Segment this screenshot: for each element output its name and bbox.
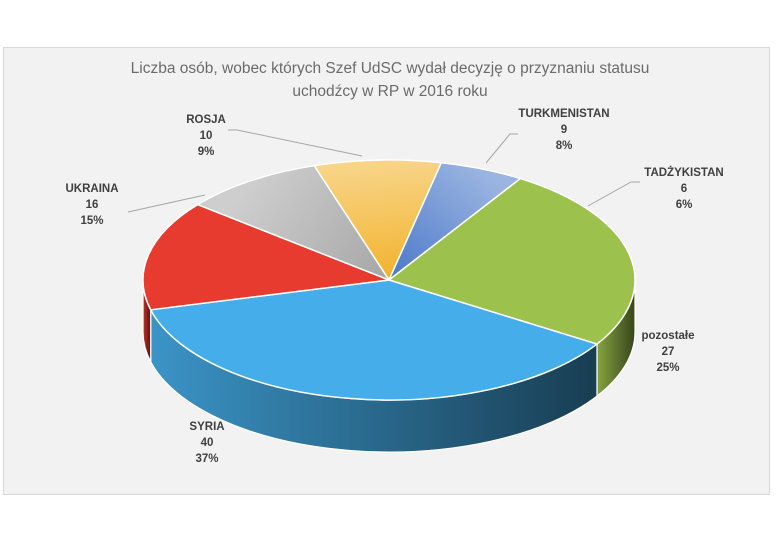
data-label-percent-syria: 37%	[195, 453, 218, 465]
pie-slice-pozostałe	[388, 177, 636, 345]
leader-line-tadżykistan	[587, 181, 640, 207]
chart-title-line-2: uchodźcy w RP w 2016 roku	[292, 83, 487, 100]
pie-slice-ukraina	[142, 203, 390, 311]
data-label-name-ukraina: UKRAINA	[65, 183, 118, 195]
data-label-name-rosja: ROSJA	[186, 114, 226, 126]
chart-title-line-1: Liczba osób, wobec których Szef UdSC wyd…	[131, 60, 650, 77]
data-labels: TURKMENISTAN 9 8% TADŻYKISTAN 6 6% pozostałe 27…	[65, 108, 723, 465]
data-label-value-label-syria: 40	[201, 437, 214, 449]
data-label-name-syria: SYRIA	[189, 421, 224, 433]
data-label-value-label-tadżykistan: 6	[681, 183, 687, 195]
data-label-name-turkmenistan: TURKMENISTAN	[518, 108, 609, 120]
data-label-percent-turkmenistan: 8%	[556, 140, 573, 152]
data-label-value-label-pozostałe: 27	[662, 346, 675, 358]
pie-tops	[142, 159, 636, 401]
data-label-percent-tadżykistan: 6%	[676, 199, 693, 211]
data-label-value-label-rosja: 10	[200, 130, 213, 142]
pie-slice-syria	[149, 279, 598, 401]
data-label-name-tadżykistan: TADŻYKISTAN	[644, 166, 723, 179]
pie-slice-turkmenistan	[313, 159, 443, 281]
data-label-name-pozostałe: pozostałe	[641, 330, 694, 342]
leader-line-turkmenistan	[485, 133, 518, 164]
data-label-percent-pozostałe: 25%	[656, 362, 679, 374]
leader-line-ukraina	[127, 194, 206, 213]
data-label-percent-rosja: 9%	[198, 146, 215, 158]
data-label-value-label-turkmenistan: 9	[561, 124, 567, 136]
pie-slice-rosja	[196, 164, 390, 281]
data-label-value-label-ukraina: 16	[86, 199, 99, 211]
data-label-percent-ukraina: 15%	[80, 215, 103, 227]
leader-line-rosja	[228, 129, 363, 157]
leader-lines	[127, 129, 640, 213]
